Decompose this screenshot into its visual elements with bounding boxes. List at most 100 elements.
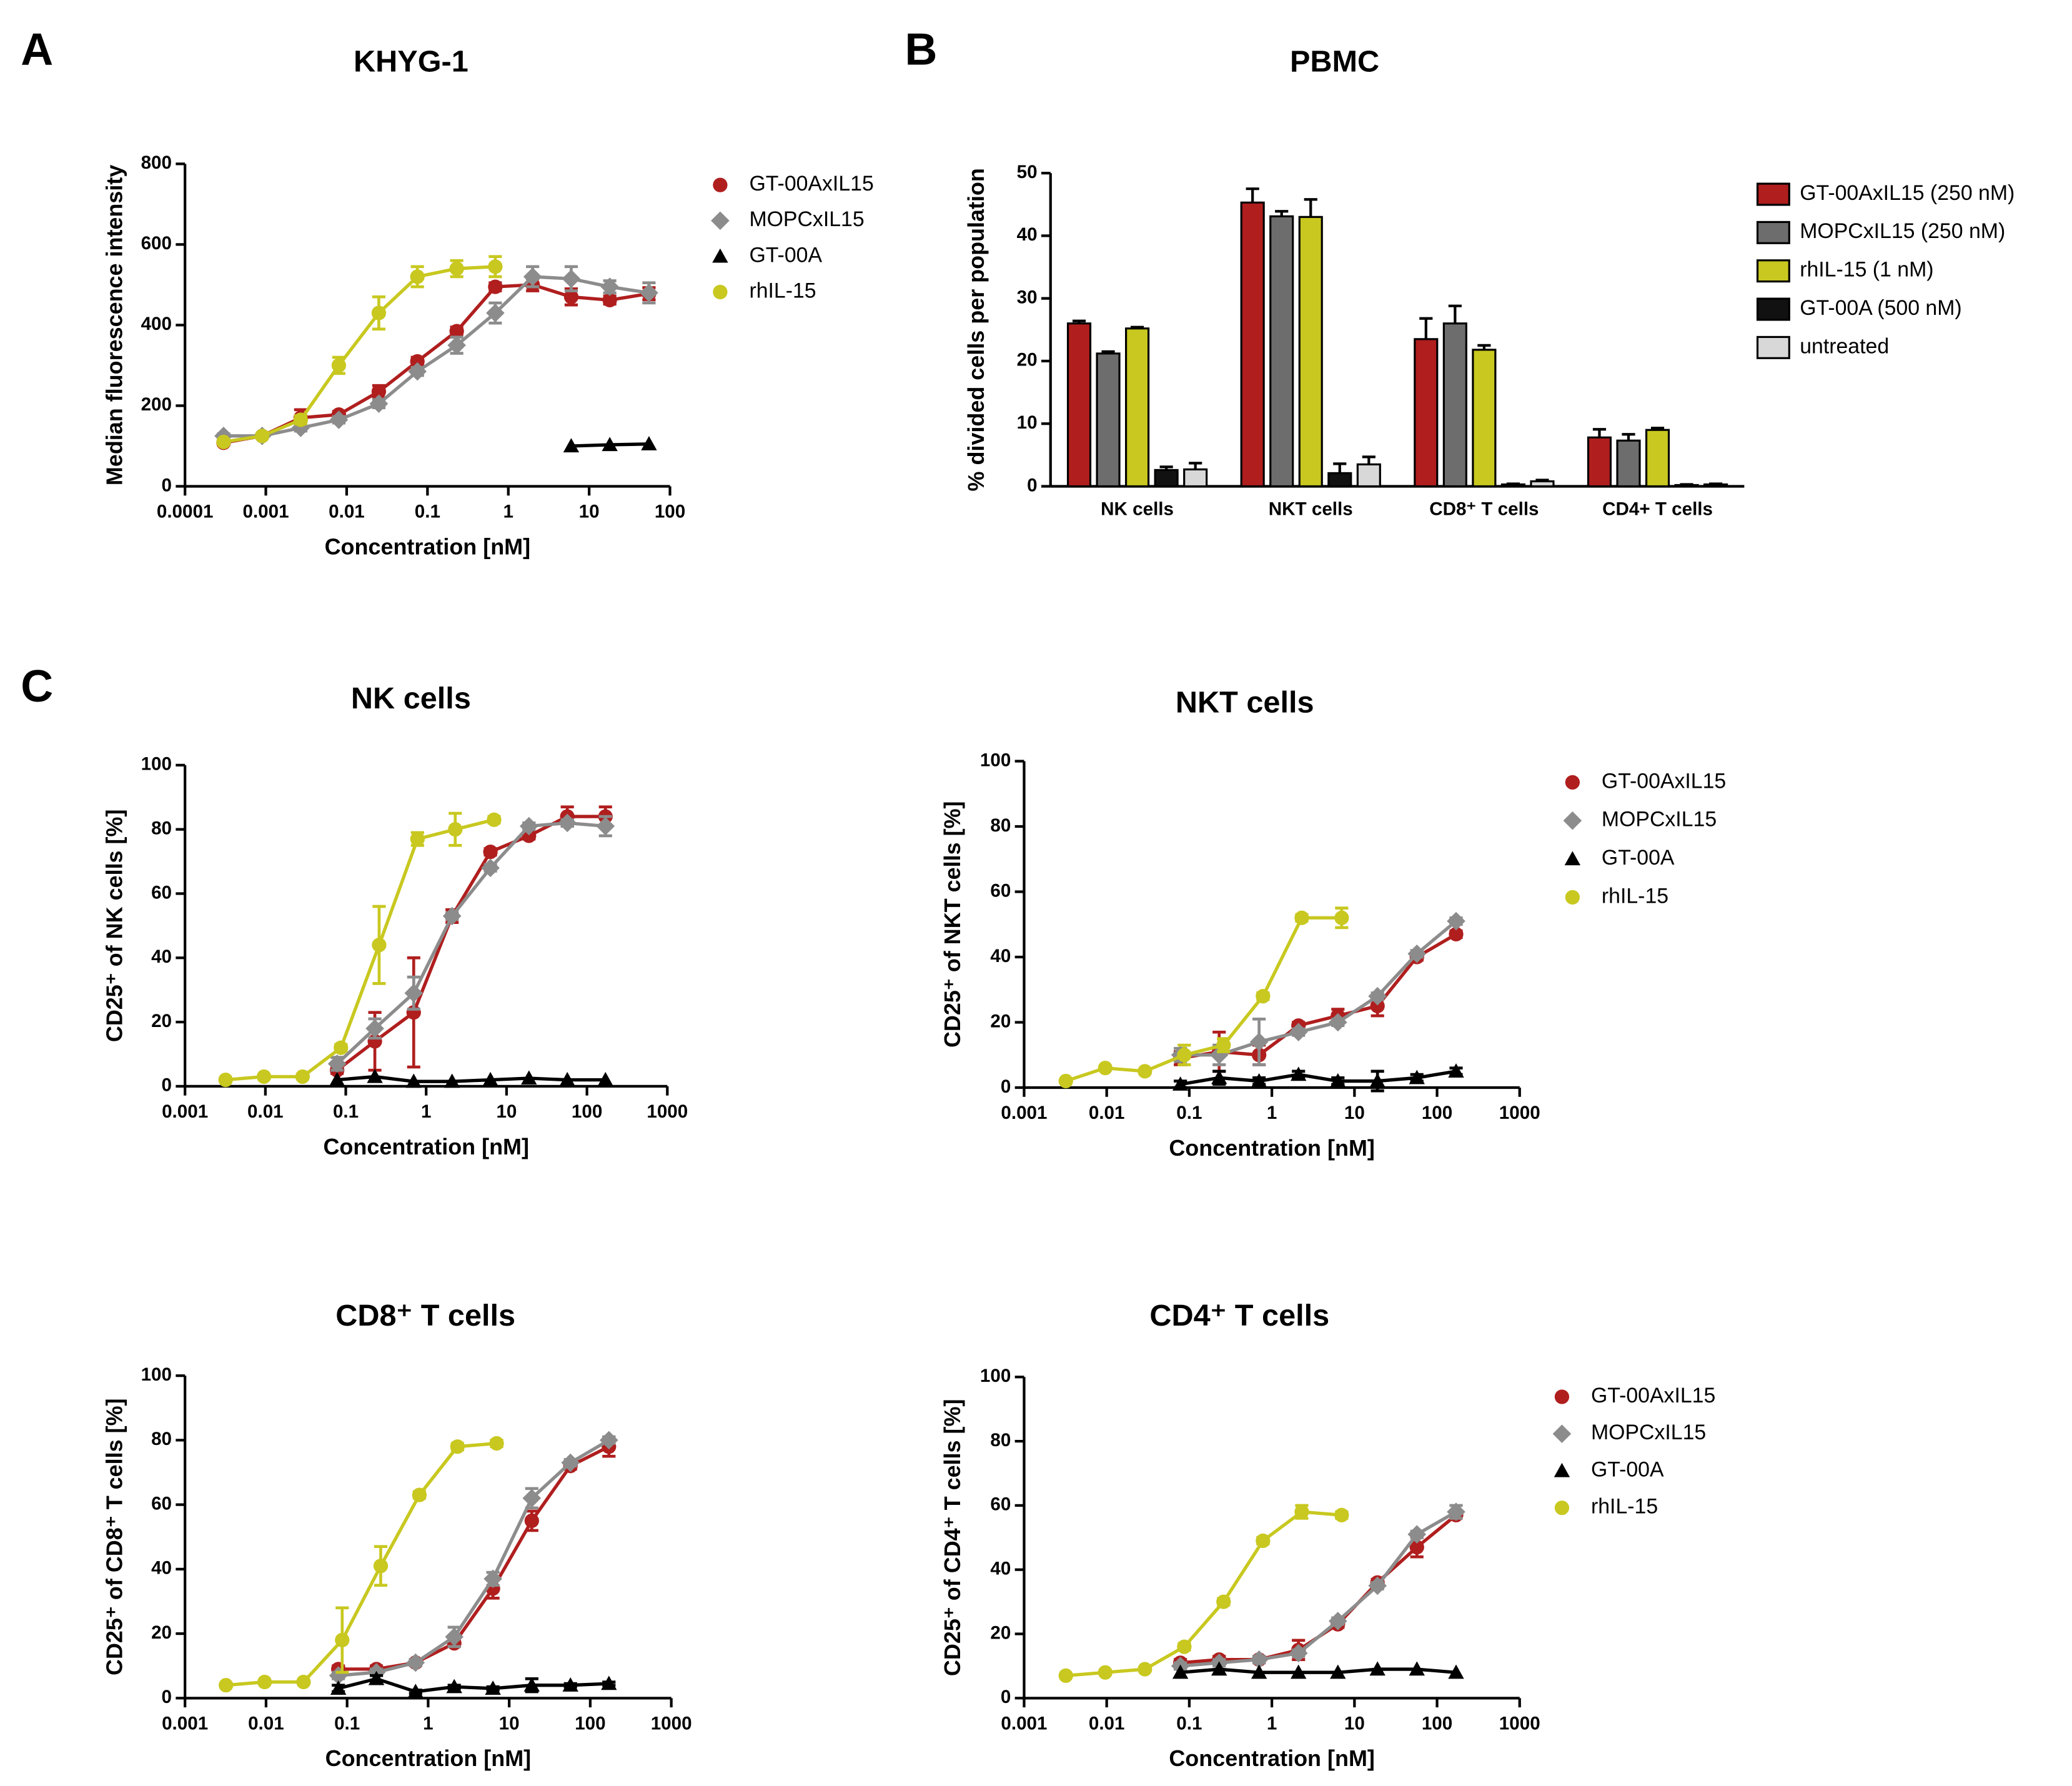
x-axis-label: Concentration [nM] <box>325 533 531 559</box>
data-point <box>1256 1533 1271 1549</box>
legend-label: GT-00A <box>749 243 822 267</box>
data-point <box>487 812 502 827</box>
data-point <box>1368 1576 1387 1595</box>
x-axis-label: Concentration [nM] <box>1169 1745 1375 1771</box>
data-point <box>483 844 498 860</box>
legend-label: MOPCxIL15 (250 nM) <box>1800 219 2005 243</box>
legend-label: rhIL-15 <box>1591 1495 1658 1519</box>
x-tick-label: 100 <box>655 502 685 522</box>
y-tick-label: 40 <box>990 1559 1011 1579</box>
x-tick-label: 0.01 <box>329 502 365 522</box>
y-tick-label: 0 <box>162 1075 172 1096</box>
y-tick-label: 10 <box>1017 412 1038 433</box>
data-point <box>561 1453 580 1472</box>
data-point <box>1249 1650 1269 1669</box>
data-point <box>1409 1540 1424 1555</box>
y-tick-label: 60 <box>990 880 1011 901</box>
y-tick-label: 100 <box>980 750 1011 770</box>
y-tick-label: 20 <box>151 1622 172 1643</box>
bar <box>1269 215 1294 488</box>
y-tick-label: 80 <box>990 815 1011 836</box>
legend-marker <box>1563 811 1582 830</box>
data-point <box>562 269 581 289</box>
y-tick-label: 100 <box>141 1364 172 1385</box>
data-point <box>1256 989 1271 1004</box>
x-tick-label: 0.1 <box>1176 1713 1202 1734</box>
y-tick-label: 0 <box>162 1687 172 1707</box>
data-point <box>449 324 464 339</box>
panel-label: B <box>905 25 937 75</box>
x-tick-label: 0.001 <box>162 1101 208 1122</box>
data-point <box>368 1670 385 1685</box>
y-tick-label: 80 <box>990 1430 1011 1451</box>
x-tick-label: 10 <box>1344 1103 1365 1123</box>
data-point <box>1058 1668 1073 1683</box>
x-tick-label: 0.1 <box>1176 1103 1202 1123</box>
x-tick-label: 1000 <box>647 1101 688 1122</box>
y-tick-label: 20 <box>990 1622 1011 1643</box>
data-point <box>1447 911 1465 931</box>
x-tick-label: 100 <box>575 1713 605 1734</box>
data-point <box>1294 910 1309 925</box>
data-point <box>406 1653 425 1672</box>
data-point <box>1177 1048 1192 1063</box>
data-point <box>1334 910 1349 925</box>
data-point <box>1289 1644 1308 1663</box>
y-tick-label: 200 <box>141 394 172 415</box>
bar <box>1096 352 1121 488</box>
data-point <box>489 1436 504 1451</box>
data-point <box>488 279 503 294</box>
legend-label: MOPCxIL15 <box>749 207 864 231</box>
x-tick-label: 10 <box>499 1713 520 1734</box>
y-tick-label: 400 <box>141 314 172 334</box>
bar <box>1327 472 1352 488</box>
bar <box>1442 322 1467 488</box>
chart-title: CD8⁺ T cells <box>335 1299 515 1332</box>
x-tick-label: 0.01 <box>247 1101 284 1122</box>
legend-label: rhIL-15 <box>749 279 816 302</box>
data-point <box>521 1070 537 1085</box>
chart-title: NK cells <box>351 682 471 715</box>
x-tick-label: 0.001 <box>162 1713 208 1734</box>
y-tick-label: 40 <box>151 1558 172 1579</box>
data-point <box>1409 1661 1425 1676</box>
bar <box>1183 468 1208 488</box>
data-point <box>523 267 542 286</box>
x-tick-label: 100 <box>1422 1103 1452 1123</box>
legend-label: GT-00AxIL15 <box>1602 769 1726 793</box>
data-point <box>1409 1069 1425 1084</box>
data-point <box>562 1677 578 1692</box>
legend-label: GT-00A <box>1602 846 1675 870</box>
data-point <box>482 1071 498 1086</box>
x-tick-label: 100 <box>1422 1713 1452 1734</box>
series-line <box>338 1445 610 1671</box>
data-point <box>1328 1612 1347 1630</box>
bar <box>1154 469 1179 488</box>
bar <box>1587 436 1612 488</box>
legend-marker <box>1552 1424 1572 1444</box>
data-point <box>641 436 657 450</box>
legend-label: MOPCxIL15 <box>1602 808 1717 831</box>
x-tick-label: 10 <box>1344 1713 1365 1734</box>
y-axis-label: Median fluorescence intensity <box>102 165 127 485</box>
x-tick-label: 0.1 <box>334 1713 360 1734</box>
data-point <box>1369 1661 1385 1676</box>
legend-label: untreated <box>1800 334 1889 358</box>
legend-marker <box>713 284 728 300</box>
y-tick-label: 100 <box>141 754 172 775</box>
y-tick-label: 50 <box>1017 162 1038 182</box>
x-tick-label: 1 <box>503 502 513 522</box>
legend-label: GT-00A (500 nM) <box>1800 296 1961 320</box>
bar <box>1703 483 1728 488</box>
data-point <box>596 816 615 836</box>
data-point <box>367 1068 383 1083</box>
data-point <box>1330 1073 1346 1088</box>
data-point <box>295 1069 310 1084</box>
x-axis-label: Concentration [nM] <box>1169 1135 1375 1161</box>
data-point <box>486 304 505 322</box>
x-tick-label: 0.01 <box>1089 1713 1125 1734</box>
data-point <box>330 1680 347 1695</box>
legend-marker <box>711 211 730 231</box>
data-point <box>216 434 231 450</box>
x-axis-label: Concentration [nM] <box>325 1745 532 1771</box>
